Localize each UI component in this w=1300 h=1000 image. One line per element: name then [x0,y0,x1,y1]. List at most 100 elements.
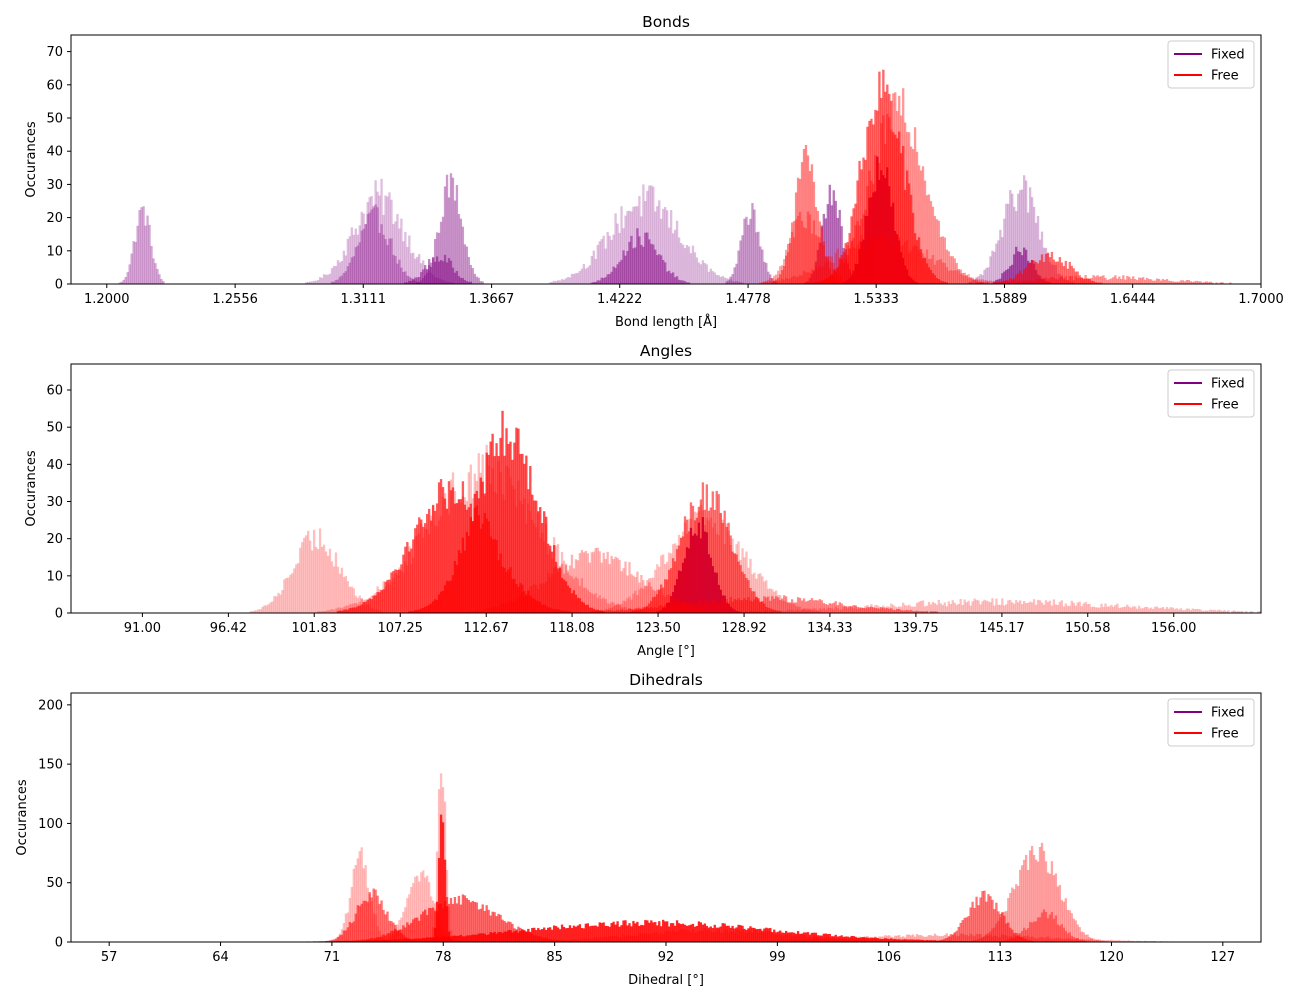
free-bar [449,936,453,942]
free-bar [1034,938,1038,942]
free-bar [900,937,903,942]
free-bar [582,602,586,613]
free-bar [497,460,500,613]
fixed-bar [822,213,826,284]
free-bar [739,600,742,613]
free-bar [781,610,784,613]
fixed-bar [983,269,986,284]
free-bar [802,148,806,284]
free-bar [820,242,824,284]
free-bar [862,939,865,942]
free-bar [336,607,340,613]
free-bar [1082,932,1085,942]
free-bar [1062,266,1065,284]
free-bar [1100,940,1103,942]
free-bar [293,568,296,613]
free-bar [1153,280,1157,284]
free-bar [1090,280,1093,284]
free-bar [828,607,831,613]
free-bar [556,571,560,613]
free-bar [745,932,748,942]
free-bar [600,562,603,613]
free-bar [408,938,411,942]
free-bar [810,937,814,942]
free-bar [277,592,280,613]
free-bar [550,551,554,613]
free-bar [666,561,669,613]
free-bar [1017,602,1020,613]
free-bar [366,940,369,942]
fixed-bar [316,280,320,284]
free-bar [858,607,861,613]
fixed-bar [719,276,722,284]
free-bar [854,203,857,284]
free-bar [1183,610,1186,613]
free-bar [794,606,798,613]
free-bar [779,930,782,942]
free-bar [955,262,958,284]
free-bar [773,609,776,613]
free-bar [751,610,754,613]
free-bar [1021,936,1024,942]
free-bar [1078,927,1081,942]
x-tick-label: 1.4222 [597,292,643,307]
free-bar [1046,936,1050,942]
free-bar [424,938,427,942]
free-bar [921,611,925,613]
free-bar [1054,278,1058,284]
free-bar [1094,939,1097,942]
free-bar [767,588,770,613]
free-bar [1094,276,1097,284]
free-bar [342,940,346,942]
free-bar [533,584,536,613]
free-bar [763,596,766,613]
free-bar [854,225,857,284]
fixed-bar [348,262,351,284]
free-bar [545,581,548,613]
free-bar [862,937,865,942]
free-bar [439,591,443,613]
free-bar [880,607,883,613]
free-bar [788,243,792,284]
free-bar [1058,601,1062,613]
free-bar [786,609,790,613]
free-bar [416,609,419,613]
free-bar [554,545,558,613]
fixed-bar [677,237,681,284]
free-bar [1136,940,1139,942]
free-bar [503,455,506,613]
free-bar [757,933,760,942]
fixed-bar [374,204,377,284]
x-tick-label: 106 [876,950,901,965]
fixed-bar [1026,212,1030,284]
free-bar [969,605,972,613]
free-bar [898,606,901,613]
free-bar [683,516,687,613]
free-bar [927,940,931,942]
free-bar [658,566,661,613]
fixed-bar [765,262,768,284]
free-bar [808,214,812,284]
free-bar [864,249,867,284]
free-bar [1015,281,1018,284]
fixed-bar [328,273,332,284]
free-bar [487,934,490,942]
fixed-bar [755,232,758,284]
free-bar [985,280,988,284]
fixed-bar [1036,216,1040,284]
free-bar [900,606,903,613]
free-bar [1009,277,1012,284]
fixed-bar [447,197,451,284]
free-bar [350,923,353,942]
free-bar [703,601,707,613]
fixed-bar [390,199,393,284]
fixed-bar [679,243,683,284]
free-bar [808,171,812,284]
free-bar [953,933,956,942]
free-bar [872,607,875,613]
fixed-bar [322,274,326,284]
free-bar [685,533,689,613]
free-bar [842,606,845,613]
free-bar [820,609,824,613]
free-bar [1183,281,1186,284]
